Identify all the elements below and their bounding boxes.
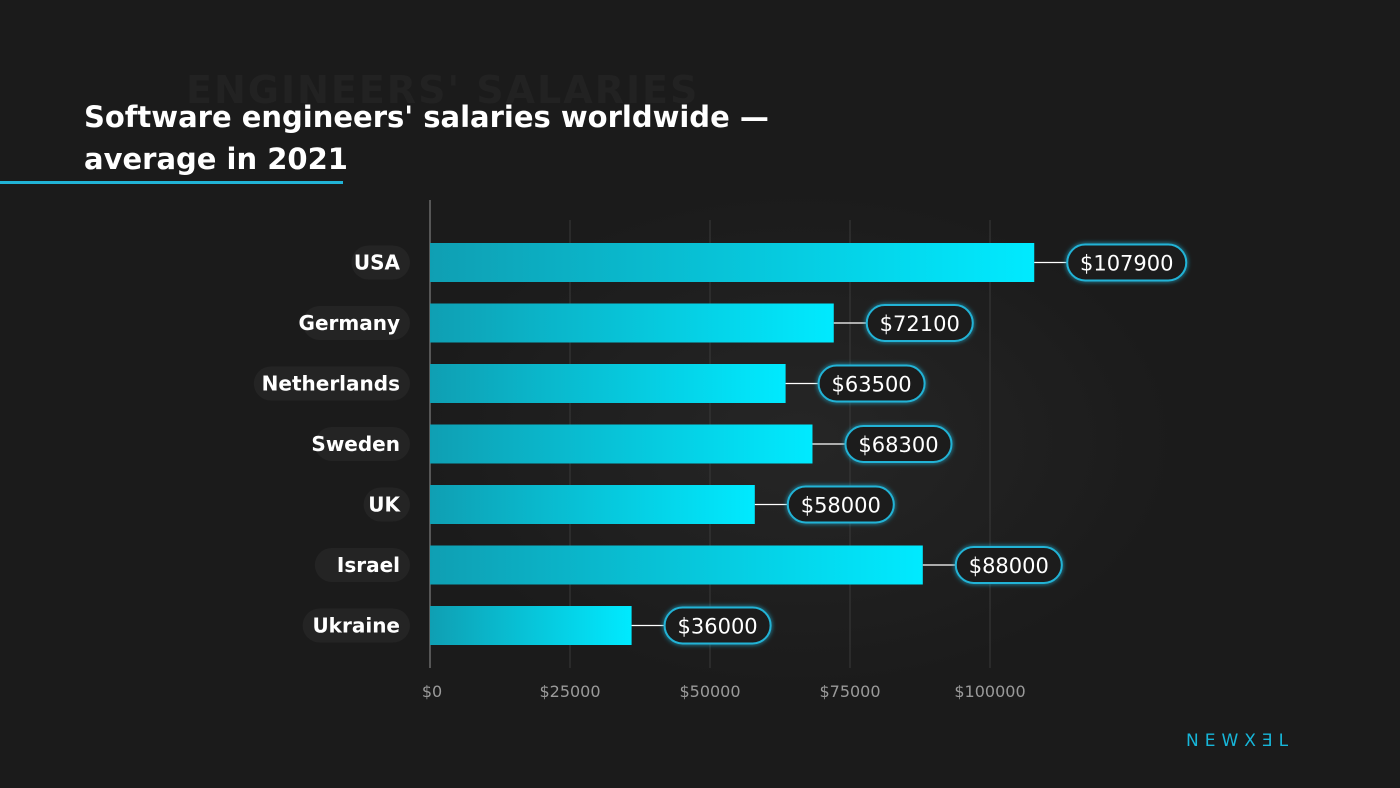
value-label: $72100 [880, 312, 960, 336]
bar [430, 364, 786, 403]
x-tick-label: $50000 [679, 682, 740, 701]
title-underline [0, 181, 343, 184]
x-tick-label: $0 [422, 682, 442, 701]
category-label-background [351, 245, 410, 280]
value-label: $107900 [1080, 252, 1174, 276]
value-label-pill [663, 606, 772, 645]
value-label: $36000 [678, 615, 758, 639]
value-label: $88000 [969, 554, 1049, 578]
category-label: Ukraine [312, 614, 400, 638]
category-label-background [302, 306, 410, 340]
category-label: Netherlands [262, 372, 400, 396]
value-label-pill [786, 485, 895, 524]
value-label-pill [865, 304, 974, 342]
category-label-background [302, 608, 410, 643]
x-tick-label: $25000 [539, 682, 600, 701]
x-tick-label: $75000 [819, 682, 880, 701]
category-label-background [314, 427, 410, 461]
value-label: $63500 [832, 373, 912, 397]
category-label: USA [354, 251, 401, 275]
brand-logo: NEWXƎL [1186, 731, 1295, 751]
bar [430, 545, 923, 585]
value-label-pill [817, 364, 926, 403]
bar [430, 606, 632, 645]
value-label: $68300 [858, 433, 938, 457]
category-label-background [314, 548, 410, 582]
category-label-background [253, 366, 410, 401]
category-label: Israel [337, 553, 400, 577]
category-label: UK [368, 493, 401, 517]
x-tick-label: $100000 [954, 682, 1025, 701]
bar [430, 485, 755, 524]
category-label: Germany [299, 311, 400, 335]
background-title: ENGINEERS' SALARIES [186, 68, 700, 112]
value-label: $58000 [801, 494, 881, 518]
category-label: Sweden [311, 432, 400, 456]
bar [430, 303, 834, 343]
value-label-pill [954, 546, 1063, 584]
bar [430, 243, 1035, 282]
value-label-pill [844, 425, 953, 463]
page-title: Software engineers' salaries worldwide —… [84, 100, 769, 176]
category-label-background [363, 487, 410, 522]
value-label-pill [1066, 243, 1188, 282]
bar [430, 424, 813, 464]
